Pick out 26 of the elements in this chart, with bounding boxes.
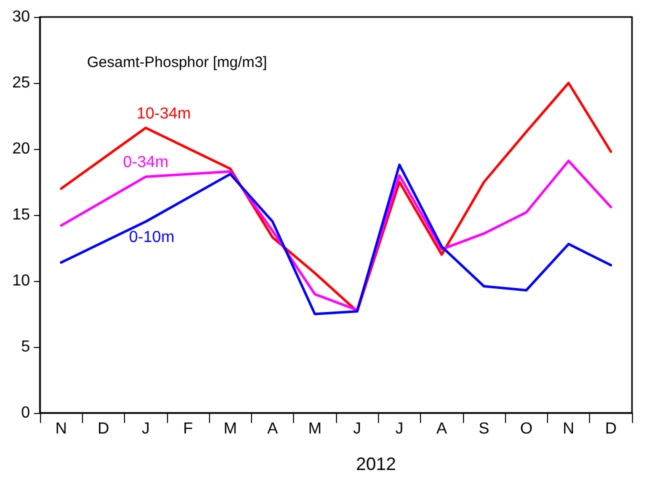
x-tick-label: O bbox=[520, 420, 533, 438]
x-tick-label: M bbox=[224, 420, 237, 438]
x-tick-label: S bbox=[478, 420, 490, 438]
x-tick-label: D bbox=[98, 420, 110, 438]
x-tick-label: D bbox=[605, 420, 617, 438]
x-tick-label: F bbox=[183, 420, 194, 438]
x-tick-label: J bbox=[353, 420, 362, 438]
y-tick-label: 15 bbox=[12, 206, 30, 224]
x-tick-label: A bbox=[436, 420, 448, 438]
series-label: 10-34m bbox=[136, 105, 191, 122]
x-tick-label: A bbox=[267, 420, 278, 438]
x-tick-label: J bbox=[142, 420, 150, 438]
x-tick-label: M bbox=[308, 420, 322, 438]
text: Gesamt-Phosphor [mg/m3] bbox=[87, 54, 268, 71]
y-tick-label: 10 bbox=[12, 272, 30, 290]
y-tick-label: 20 bbox=[12, 140, 30, 158]
x-tick-label: J bbox=[395, 420, 404, 438]
x-tick-label: N bbox=[55, 420, 67, 438]
series-label: 0-34m bbox=[123, 154, 168, 172]
x-axis-title: 2012 bbox=[356, 454, 396, 474]
y-tick-label: 25 bbox=[12, 74, 30, 92]
y-tick-label: 5 bbox=[21, 338, 30, 356]
y-tick-label: 0 bbox=[21, 404, 30, 422]
series-label: 0-10m bbox=[129, 229, 174, 246]
x-tick-label: N bbox=[562, 420, 574, 438]
y-tick-label: 30 bbox=[12, 8, 30, 26]
